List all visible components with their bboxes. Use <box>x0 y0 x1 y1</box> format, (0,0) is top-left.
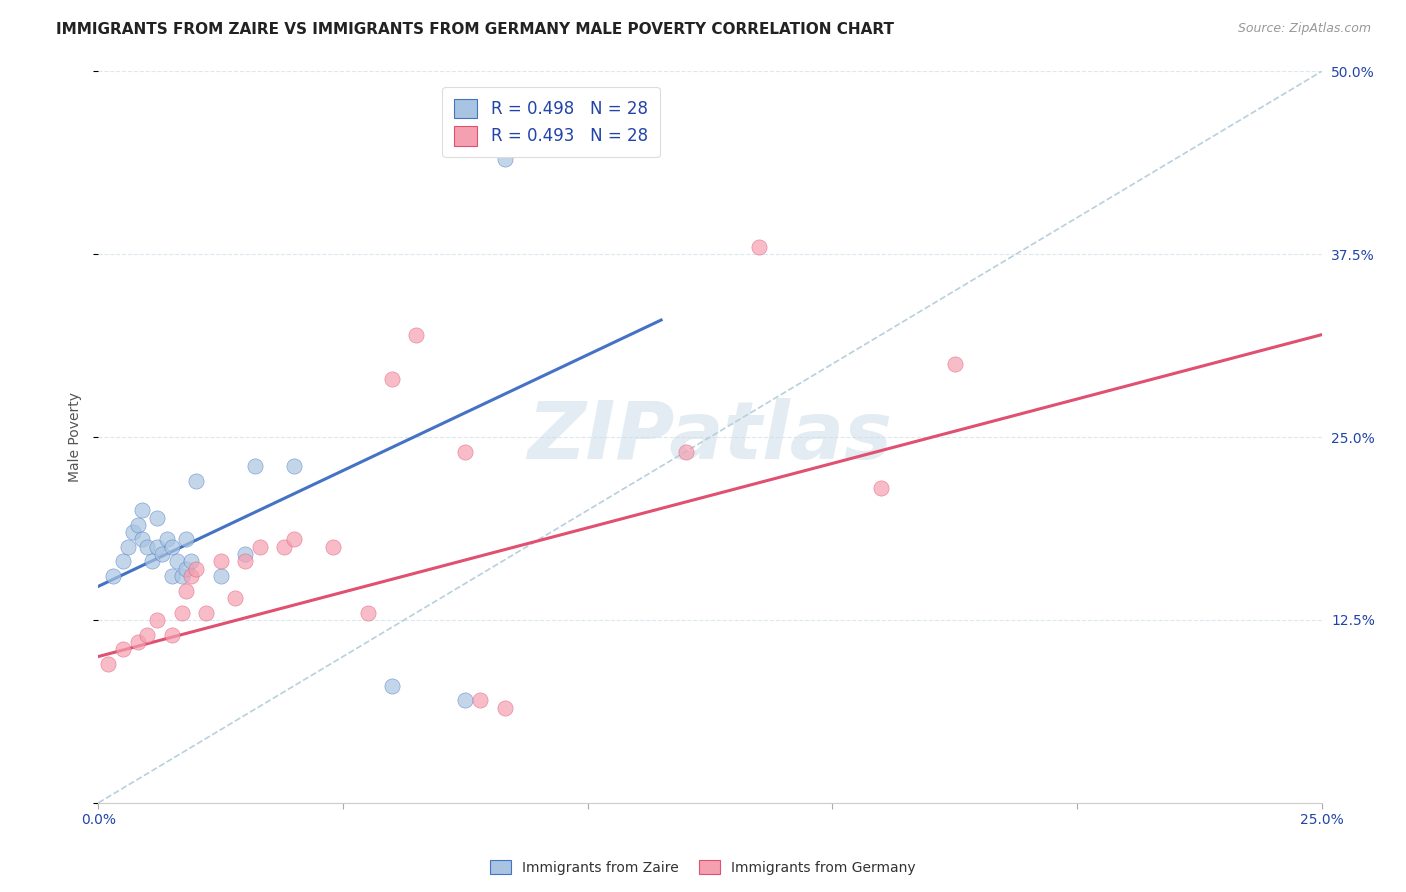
Point <box>136 627 159 641</box>
Point <box>322 540 344 554</box>
Point <box>111 642 134 657</box>
Point <box>160 627 183 641</box>
Point <box>494 700 516 714</box>
Point <box>176 583 198 598</box>
Point <box>273 540 295 554</box>
Point <box>176 533 198 547</box>
Point <box>127 517 149 532</box>
Point <box>111 554 134 568</box>
Point <box>405 327 427 342</box>
Point <box>283 459 305 474</box>
Point <box>186 562 208 576</box>
Point <box>209 554 232 568</box>
Point <box>186 474 208 488</box>
Point <box>356 606 378 620</box>
Point <box>170 569 193 583</box>
Point <box>121 525 143 540</box>
Point <box>101 569 124 583</box>
Point <box>209 569 232 583</box>
Point <box>748 240 770 254</box>
Point <box>97 657 120 671</box>
Point <box>224 591 246 605</box>
Text: ZIPatlas: ZIPatlas <box>527 398 893 476</box>
Point <box>233 547 256 561</box>
Point <box>870 481 893 495</box>
Point <box>675 444 697 458</box>
Point <box>381 679 404 693</box>
Point <box>468 693 491 707</box>
Text: IMMIGRANTS FROM ZAIRE VS IMMIGRANTS FROM GERMANY MALE POVERTY CORRELATION CHART: IMMIGRANTS FROM ZAIRE VS IMMIGRANTS FROM… <box>56 22 894 37</box>
Point <box>249 540 271 554</box>
Point <box>494 152 516 166</box>
Point <box>195 606 218 620</box>
Point <box>146 613 169 627</box>
Point <box>141 554 163 568</box>
Point <box>233 554 256 568</box>
Point <box>131 533 153 547</box>
Point <box>180 569 202 583</box>
Legend: Immigrants from Zaire, Immigrants from Germany: Immigrants from Zaire, Immigrants from G… <box>485 855 921 880</box>
Point <box>136 540 159 554</box>
Point <box>243 459 266 474</box>
Point <box>146 510 169 524</box>
Point <box>117 540 139 554</box>
Point <box>454 693 477 707</box>
Point <box>454 444 477 458</box>
Point <box>381 371 404 385</box>
Point <box>156 533 179 547</box>
Y-axis label: Male Poverty: Male Poverty <box>69 392 83 482</box>
Point <box>166 554 188 568</box>
Point <box>180 554 202 568</box>
Point <box>943 357 966 371</box>
Legend: R = 0.498   N = 28, R = 0.493   N = 28: R = 0.498 N = 28, R = 0.493 N = 28 <box>443 87 659 157</box>
Point <box>146 540 169 554</box>
Point <box>160 569 183 583</box>
Point <box>176 562 198 576</box>
Text: Source: ZipAtlas.com: Source: ZipAtlas.com <box>1237 22 1371 36</box>
Point <box>170 606 193 620</box>
Point <box>131 503 153 517</box>
Point <box>283 533 305 547</box>
Point <box>127 635 149 649</box>
Point <box>150 547 173 561</box>
Point <box>160 540 183 554</box>
